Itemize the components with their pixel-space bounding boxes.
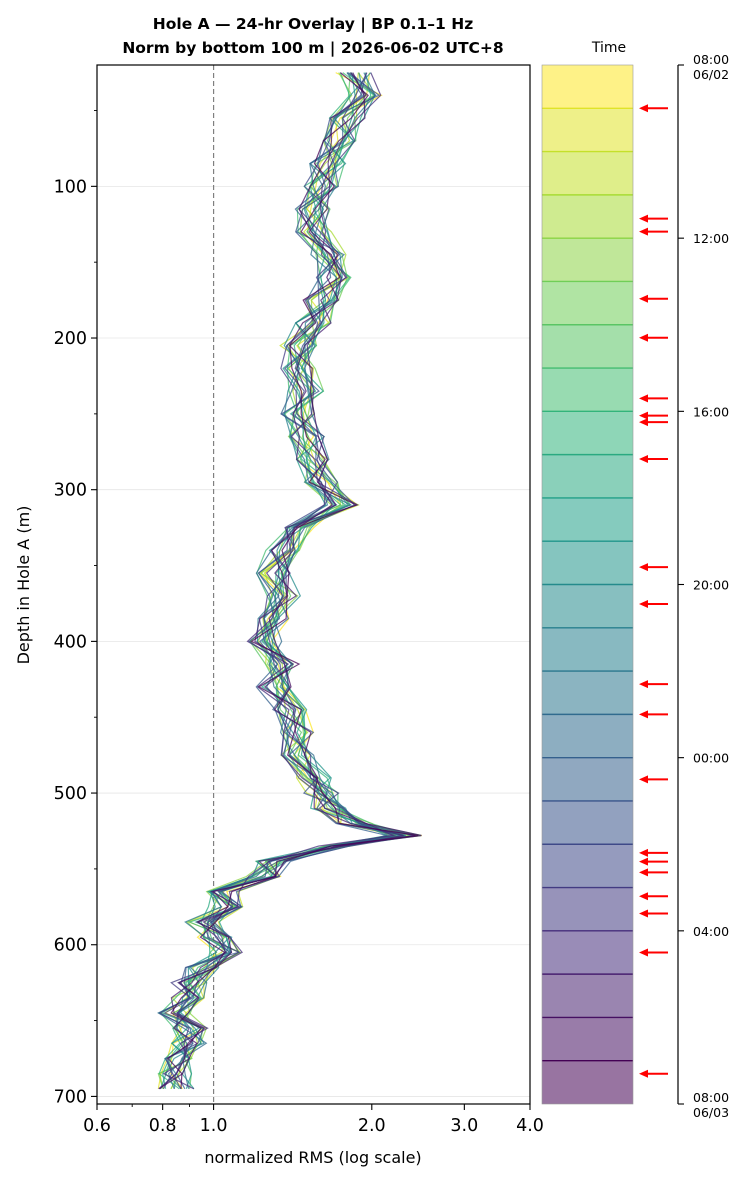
x-axis-ticks: 0.6 0.8 1.0 2.0 3.0 4.0 <box>83 1104 544 1136</box>
x-tick-label: 3.0 <box>450 1116 478 1136</box>
colorbar-band <box>542 714 633 758</box>
series-line <box>158 72 416 1090</box>
x-axis-label: normalized RMS (log scale) <box>204 1148 421 1167</box>
marker-arrow <box>639 848 668 857</box>
series-line <box>170 72 390 1089</box>
marker-arrow <box>639 1069 668 1078</box>
colorbar-bottom-time: 08:00 <box>693 1090 729 1105</box>
colorbar-band <box>542 281 633 325</box>
colorbar-tick-label: 00:00 <box>693 751 729 766</box>
series-line <box>162 72 396 1090</box>
chart-title-line1: Hole A — 24-hr Overlay | BP 0.1–1 Hz <box>153 15 473 34</box>
colorbar-bottom-date: 06/03 <box>693 1105 729 1120</box>
colorbar-band <box>542 151 633 195</box>
marker-arrow <box>639 909 668 918</box>
series-line <box>164 72 397 1090</box>
colorbar-band <box>542 844 633 888</box>
time-colorbar: Time 12:00 16:00 20:00 00:00 04:00 08:00 06/… <box>541 40 729 1120</box>
colorbar-band <box>542 671 633 715</box>
colorbar-band <box>542 238 633 282</box>
colorbar-tick-label: 20:00 <box>693 578 729 593</box>
series-line <box>158 72 422 1090</box>
colorbar-band <box>542 627 633 672</box>
colorbar-band <box>542 368 633 412</box>
colorbar-tick-label: 04:00 <box>693 924 729 939</box>
marker-arrow <box>639 411 668 420</box>
y-tick-label: 400 <box>54 632 87 652</box>
colorbar-tick-label: 16:00 <box>693 404 729 419</box>
y-tick-label: 100 <box>54 177 87 197</box>
colorbar-band <box>542 108 633 152</box>
series-group <box>157 72 422 1090</box>
profile-plot-area: 0.6 0.8 1.0 2.0 3.0 4.0 100 200 300 400 500 600 700 <box>54 64 544 1136</box>
marker-arrow <box>639 948 668 957</box>
marker-arrow <box>639 418 668 427</box>
marker-arrow <box>639 680 668 689</box>
y-axis-ticks: 100 200 300 400 500 600 700 <box>54 110 97 1107</box>
marker-arrow <box>639 104 668 113</box>
y-axis-label: Depth in Hole A (m) <box>14 506 33 665</box>
marker-arrow <box>639 214 668 223</box>
x-tick-label: 2.0 <box>358 1116 386 1136</box>
colorbar-bands <box>541 64 634 1105</box>
marker-arrow <box>639 599 668 608</box>
colorbar-band <box>542 887 633 931</box>
x-tick-label: 4.0 <box>516 1116 544 1136</box>
colorbar-band <box>542 1060 633 1104</box>
colorbar-top-time: 08:00 <box>693 52 729 67</box>
colorbar-tick-label: 12:00 <box>693 231 729 246</box>
colorbar-band <box>542 584 633 628</box>
x-tick-label: 1.0 <box>200 1116 228 1136</box>
marker-arrow <box>639 892 668 901</box>
series-line <box>157 72 393 1089</box>
colorbar-band <box>542 454 633 498</box>
colorbar-band <box>542 541 633 585</box>
marker-arrow <box>639 333 668 342</box>
colorbar-band <box>542 930 633 975</box>
marker-arrow <box>639 454 668 463</box>
colorbar-band <box>542 497 633 542</box>
y-tick-label: 200 <box>54 329 87 349</box>
colorbar-title: Time <box>591 40 626 56</box>
colorbar-band <box>542 800 633 845</box>
x-tick-label: 0.6 <box>83 1116 111 1136</box>
colorbar-band <box>542 757 633 801</box>
colorbar-band <box>542 324 633 369</box>
marker-arrow <box>639 710 668 719</box>
y-tick-label: 300 <box>54 481 87 501</box>
marker-arrow <box>639 775 668 784</box>
series-line <box>158 72 397 1089</box>
series-line <box>167 72 419 1089</box>
y-tick-label: 500 <box>54 784 87 804</box>
marker-arrow <box>639 857 668 866</box>
colorbar-band <box>542 65 633 109</box>
series-line <box>157 72 418 1089</box>
marker-arrow <box>639 563 668 572</box>
series-line <box>162 72 416 1090</box>
marker-arrow <box>639 868 668 877</box>
colorbar-band <box>542 1017 633 1061</box>
colorbar-top-date: 06/02 <box>693 67 729 82</box>
colorbar-frame <box>541 64 634 1105</box>
chart-title-line2: Norm by bottom 100 m | 2026-06-02 UTC+8 <box>122 39 503 58</box>
x-tick-label: 0.8 <box>149 1116 177 1136</box>
series-line <box>167 72 402 1090</box>
colorbar-ticks: 12:00 16:00 20:00 00:00 04:00 <box>678 64 729 1105</box>
plot-frame <box>96 64 531 1105</box>
colorbar-marker-arrows <box>639 104 668 1078</box>
y-tick-label: 700 <box>54 1087 87 1107</box>
colorbar-band <box>542 194 633 239</box>
marker-arrow <box>639 294 668 303</box>
series-line <box>159 72 404 1090</box>
series-line <box>170 72 411 1090</box>
y-tick-label: 600 <box>54 936 87 956</box>
marker-arrow <box>639 227 668 236</box>
marker-arrow <box>639 394 668 403</box>
colorbar-band <box>542 411 633 455</box>
series-line <box>175 72 388 1090</box>
colorbar-band <box>542 974 633 1018</box>
